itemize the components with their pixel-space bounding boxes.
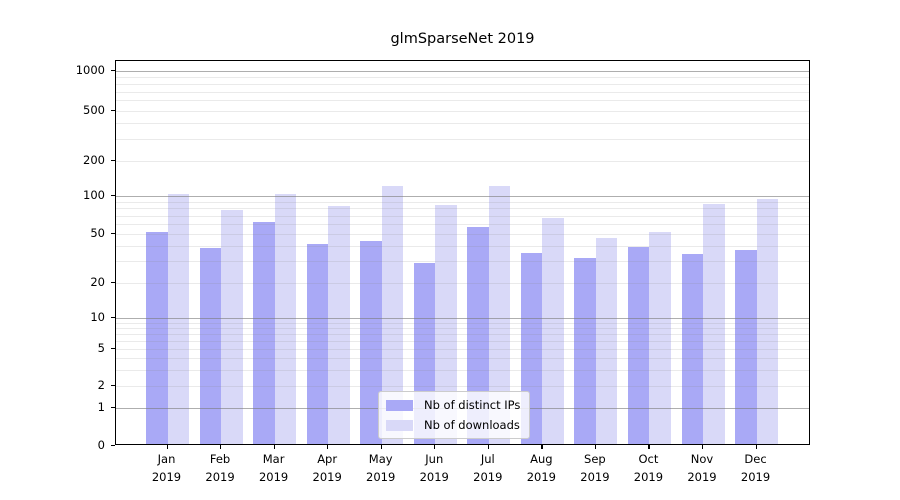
legend: Nb of distinct IPs Nb of downloads	[378, 391, 531, 439]
x-tick-mark-aug	[541, 445, 543, 449]
y-tick-mark-20	[111, 282, 115, 284]
y-tick-mark-1000	[111, 70, 115, 72]
legend-label-downloads: Nb of downloads	[424, 418, 520, 432]
bar-distinct-ips-feb	[199, 248, 222, 444]
x-tick-label-jul: Jul 2019	[473, 452, 503, 484]
bar-distinct-ips-sep	[574, 257, 596, 444]
x-tick-label-mar: Mar 2019	[258, 452, 289, 484]
bar-downloads-may	[381, 185, 404, 444]
bar-downloads-jan	[167, 194, 189, 444]
x-tick-mark-apr	[327, 445, 329, 449]
bar-distinct-ips-dec	[735, 249, 757, 444]
x-tick-mark-jul	[487, 445, 489, 449]
bar-downloads-aug	[542, 217, 564, 444]
x-tick-label-aug: Aug 2019	[526, 452, 556, 484]
y-tick-label-20: 20	[90, 275, 105, 289]
legend-swatch-distinct-ips	[386, 399, 413, 411]
bar-distinct-ips-may	[360, 241, 382, 444]
legend-item-distinct-ips: Nb of distinct IPs	[386, 398, 520, 412]
y-tick-mark-200	[111, 160, 115, 162]
x-tick-label-jun: Jun 2019	[419, 452, 449, 484]
y-tick-label-200: 200	[83, 153, 105, 167]
y-tick-mark-10	[111, 317, 115, 319]
bar-downloads-oct	[649, 232, 671, 444]
bar-distinct-ips-oct	[627, 246, 650, 444]
bar-distinct-ips-nov	[681, 254, 703, 444]
bar-distinct-ips-jan	[146, 232, 168, 444]
x-tick-mark-mar	[273, 445, 275, 449]
legend-item-downloads: Nb of downloads	[386, 418, 520, 432]
plot-area: Nb of distinct IPs Nb of downloads	[115, 60, 810, 445]
chart-title: glmSparseNet 2019	[390, 31, 535, 47]
bar-downloads-apr	[328, 206, 350, 444]
y-tick-label-1: 1	[97, 400, 105, 414]
y-tick-mark-0	[111, 445, 115, 447]
y-tick-label-0: 0	[97, 438, 105, 452]
y-tick-label-500: 500	[83, 103, 105, 117]
bars-layer	[116, 61, 809, 444]
x-tick-label-feb: Feb 2019	[205, 452, 235, 484]
y-tick-mark-5	[111, 348, 115, 350]
y-tick-label-10: 10	[90, 310, 105, 324]
x-tick-mark-jun	[434, 445, 436, 449]
y-tick-mark-2	[111, 385, 115, 387]
bar-distinct-ips-jul	[467, 226, 489, 444]
x-tick-label-jan: Jan 2019	[151, 452, 182, 484]
x-tick-mark-dec	[755, 445, 757, 449]
x-tick-mark-feb	[220, 445, 222, 449]
x-tick-mark-sep	[594, 445, 597, 449]
bar-downloads-feb	[221, 209, 243, 444]
y-tick-label-2: 2	[97, 378, 105, 392]
bar-distinct-ips-apr	[306, 243, 329, 444]
y-tick-mark-100	[111, 195, 115, 197]
x-tick-label-oct: Oct 2019	[633, 452, 664, 484]
legend-swatch-downloads	[386, 419, 413, 431]
bar-downloads-sep	[595, 237, 618, 444]
y-tick-mark-50	[111, 233, 115, 235]
y-tick-label-50: 50	[90, 226, 105, 240]
y-tick-label-5: 5	[97, 341, 105, 355]
x-tick-mark-oct	[648, 445, 650, 449]
y-tick-mark-1	[111, 407, 115, 409]
bar-downloads-nov	[703, 204, 725, 444]
bar-distinct-ips-mar	[253, 222, 275, 444]
x-tick-label-sep: Sep 2019	[580, 452, 610, 484]
bar-downloads-mar	[274, 194, 297, 444]
y-tick-mark-500	[111, 110, 115, 112]
x-tick-label-may: May 2019	[366, 452, 396, 484]
bar-downloads-jun	[435, 204, 457, 444]
x-tick-label-apr: Apr 2019	[312, 452, 342, 484]
x-tick-mark-nov	[702, 445, 704, 449]
legend-label-distinct-ips: Nb of distinct IPs	[424, 398, 521, 412]
x-tick-mark-may	[380, 445, 382, 449]
y-tick-label-100: 100	[83, 188, 105, 202]
y-tick-label-1000: 1000	[75, 63, 105, 77]
x-tick-label-dec: Dec 2019	[740, 452, 771, 484]
x-tick-mark-jan	[166, 445, 168, 449]
bar-downloads-dec	[756, 198, 779, 444]
bar-downloads-jul	[488, 185, 511, 444]
x-tick-label-nov: Nov 2019	[687, 452, 717, 484]
